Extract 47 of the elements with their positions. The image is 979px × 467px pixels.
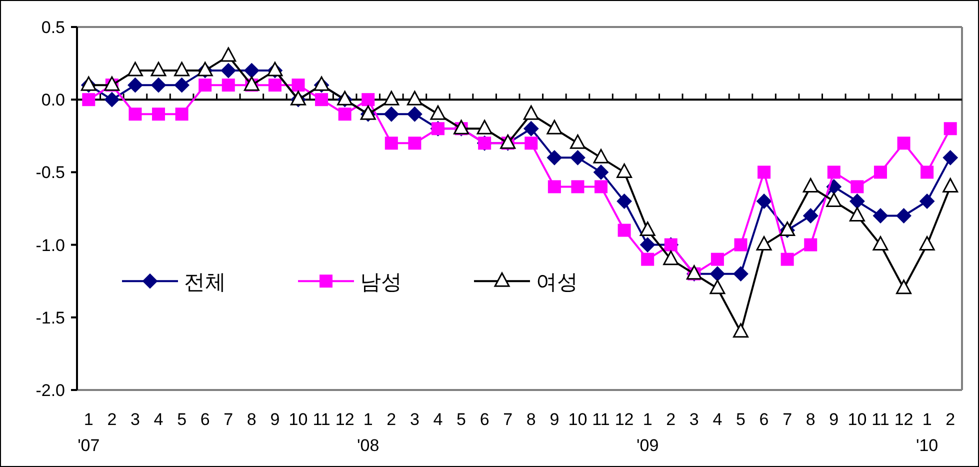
x-tick-label: 3	[410, 410, 420, 429]
x-tick-label: 11	[872, 410, 890, 429]
x-tick-label: 7	[782, 410, 792, 429]
x-tick-label: 6	[200, 410, 210, 429]
x-tick-label: 4	[712, 410, 722, 429]
x-tick-label: 12	[614, 410, 634, 429]
y-tick-label: 0.0	[41, 90, 65, 110]
x-tick-label: 5	[177, 410, 187, 429]
x-tick-label: 1 '09	[636, 410, 659, 455]
x-tick-label: 8	[806, 410, 816, 429]
y-tick-label: -1.0	[36, 236, 65, 255]
x-tick-label: 4	[433, 410, 443, 429]
y-tick-label: -0.5	[36, 163, 65, 182]
x-tick-label: 2	[666, 410, 676, 429]
x-tick-label: 6	[480, 410, 490, 429]
x-tick-label: 4	[154, 410, 164, 429]
x-tick-label: 3	[130, 410, 140, 429]
y-tick-label: -2.0	[36, 381, 65, 400]
x-tick-label: 12	[335, 410, 354, 429]
x-tick-label: 2	[386, 410, 396, 429]
x-tick-label: 7	[503, 410, 513, 429]
x-tick-label: 10	[568, 410, 588, 429]
legend-label: 전체	[184, 271, 226, 294]
x-tick-label: 11	[312, 410, 330, 429]
x-tick-label: 10	[848, 410, 867, 429]
x-tick-label: 7	[224, 410, 234, 429]
x-tick-label: 8	[526, 410, 536, 429]
x-tick-label: 1 '08	[357, 410, 380, 455]
x-tick-label: 8	[246, 410, 256, 429]
legend-label: 남성	[360, 271, 402, 294]
x-tick-label: 10	[288, 410, 308, 429]
x-tick-label: 2	[946, 410, 956, 429]
y-tick-label: 0.5	[41, 18, 65, 37]
x-tick-label: 5	[736, 410, 746, 429]
x-tick-label: 9	[550, 410, 560, 429]
x-tick-label: 3	[689, 410, 699, 429]
x-tick-label: 11	[592, 410, 610, 429]
x-tick-label: 2	[107, 410, 117, 429]
x-tick-label: 5	[456, 410, 466, 429]
x-tick-label: 1 '10	[916, 410, 938, 455]
x-tick-label: 6	[759, 410, 769, 429]
x-tick-label: 9	[829, 410, 839, 429]
x-tick-label: 1 '07	[78, 410, 100, 455]
legend-label: 여성	[536, 271, 578, 294]
x-tick-label: 9	[270, 410, 280, 429]
y-tick-label: -1.5	[36, 308, 65, 328]
x-tick-label: 12	[894, 410, 914, 429]
